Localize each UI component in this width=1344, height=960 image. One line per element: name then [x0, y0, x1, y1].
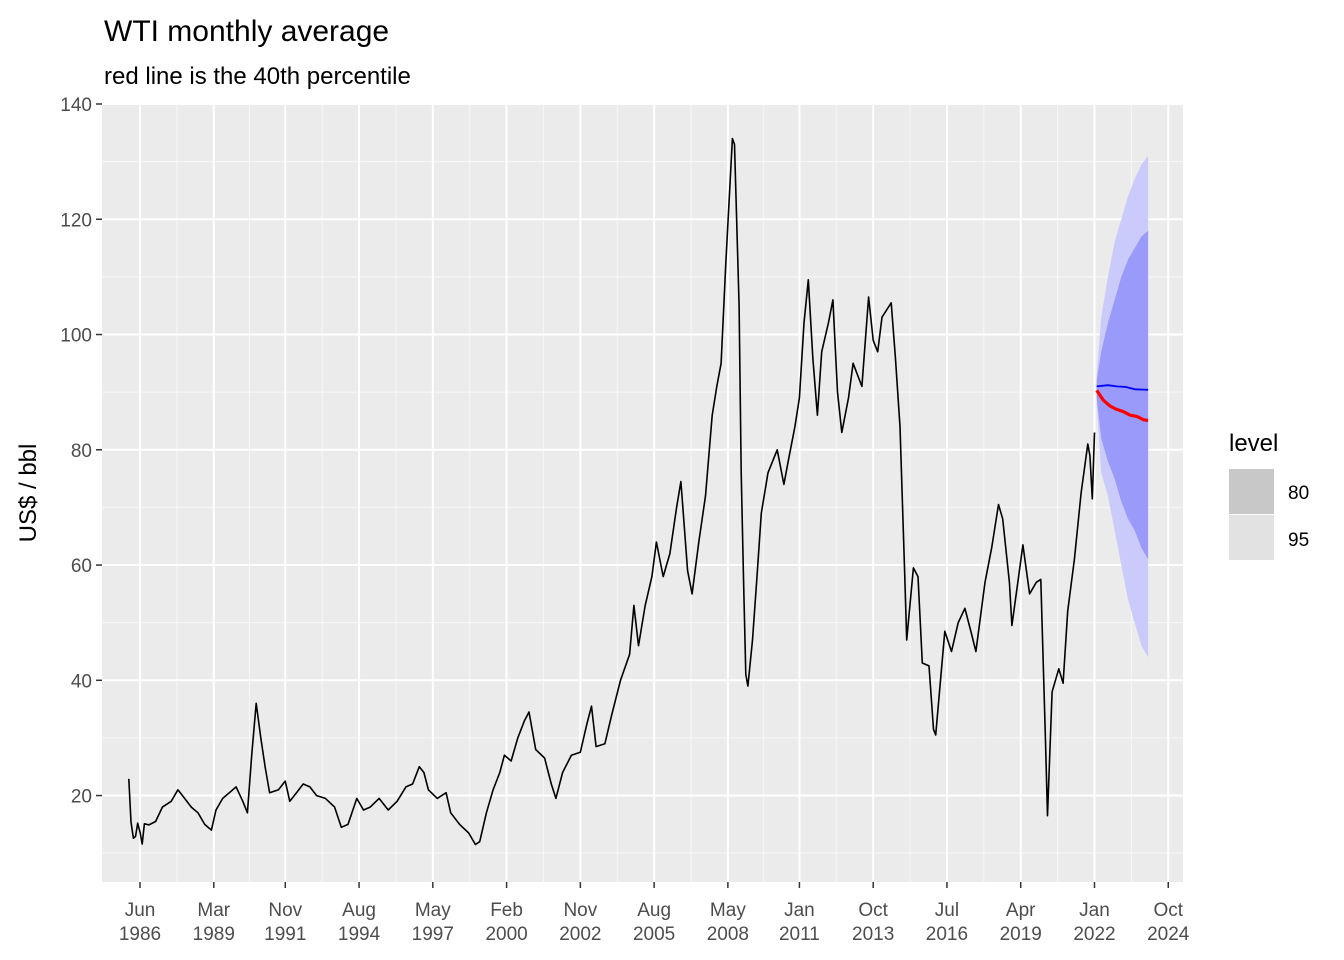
- y-tick-label: 80: [71, 441, 92, 462]
- x-tick-label: 2005: [633, 924, 675, 945]
- x-tick-label: Feb: [490, 900, 523, 921]
- y-tick-label: 120: [60, 210, 92, 231]
- x-tick-label: Jul: [935, 900, 959, 921]
- mean-forecast-line: [1096, 384, 1149, 391]
- band-80: [1096, 230, 1149, 560]
- x-tick-label: 2019: [1000, 924, 1042, 945]
- x-tick-label: 2011: [779, 924, 820, 945]
- x-tick-label: 1989: [193, 924, 235, 945]
- y-tick-label: 140: [60, 95, 92, 116]
- x-tick-label: 1997: [412, 924, 454, 945]
- x-tick-label: Jan: [784, 900, 815, 921]
- chart-title: WTI monthly average: [104, 15, 389, 48]
- x-tick-label: Jan: [1079, 900, 1110, 921]
- x-tick-label: May: [710, 900, 746, 921]
- legend-key-80: [1229, 469, 1274, 514]
- x-tick-label: Aug: [637, 900, 671, 921]
- x-tick-label: 2024: [1147, 924, 1190, 945]
- x-tick-label: 2013: [852, 924, 894, 945]
- legend-key-95: [1229, 515, 1274, 560]
- y-tick-label: 40: [71, 671, 92, 692]
- x-tick-label: 2002: [559, 924, 601, 945]
- x-tick-label: Oct: [858, 900, 888, 921]
- x-tick-label: 2000: [485, 924, 527, 945]
- x-tick-label: 2016: [926, 924, 968, 945]
- x-tick-label: Apr: [1006, 900, 1036, 921]
- x-tick-label: 1991: [264, 924, 306, 945]
- y-axis-label: US$ / bbl: [15, 444, 42, 543]
- x-tick-label: Oct: [1153, 900, 1183, 921]
- x-tick-label: Nov: [268, 900, 302, 921]
- series-lines: [128, 137, 1149, 846]
- legend: level 80 95: [1229, 430, 1309, 560]
- y-tick-label: 100: [60, 326, 92, 347]
- chart-subtitle: red line is the 40th percentile: [104, 63, 411, 90]
- plot-panel: [102, 104, 1183, 882]
- x-tick-label: 1986: [119, 924, 161, 945]
- legend-label-80: 80: [1288, 483, 1309, 504]
- x-tick-label: 2008: [707, 924, 749, 945]
- y-axis: 20 40 60 80 100 120 140: [60, 95, 102, 808]
- y-tick-label: 20: [71, 787, 92, 808]
- x-tick-label: Aug: [342, 900, 376, 921]
- x-tick-label: Nov: [563, 900, 597, 921]
- legend-label-95: 95: [1288, 530, 1309, 551]
- forecast-bands: [1096, 155, 1149, 658]
- x-tick-label: 1994: [338, 924, 381, 945]
- y-tick-label: 60: [71, 556, 92, 577]
- legend-title: level: [1229, 430, 1278, 457]
- x-tick-label: May: [415, 900, 451, 921]
- x-tick-label: 2022: [1073, 924, 1115, 945]
- history-line: [128, 137, 1096, 846]
- x-tick-label: Mar: [197, 900, 230, 921]
- x-axis: Jun 1986 Mar 1989 Nov 1991 Aug 1994 May 1997 Feb 20…: [119, 882, 1190, 945]
- x-tick-label: Jun: [125, 900, 156, 921]
- percentile-40-line: [1095, 389, 1149, 422]
